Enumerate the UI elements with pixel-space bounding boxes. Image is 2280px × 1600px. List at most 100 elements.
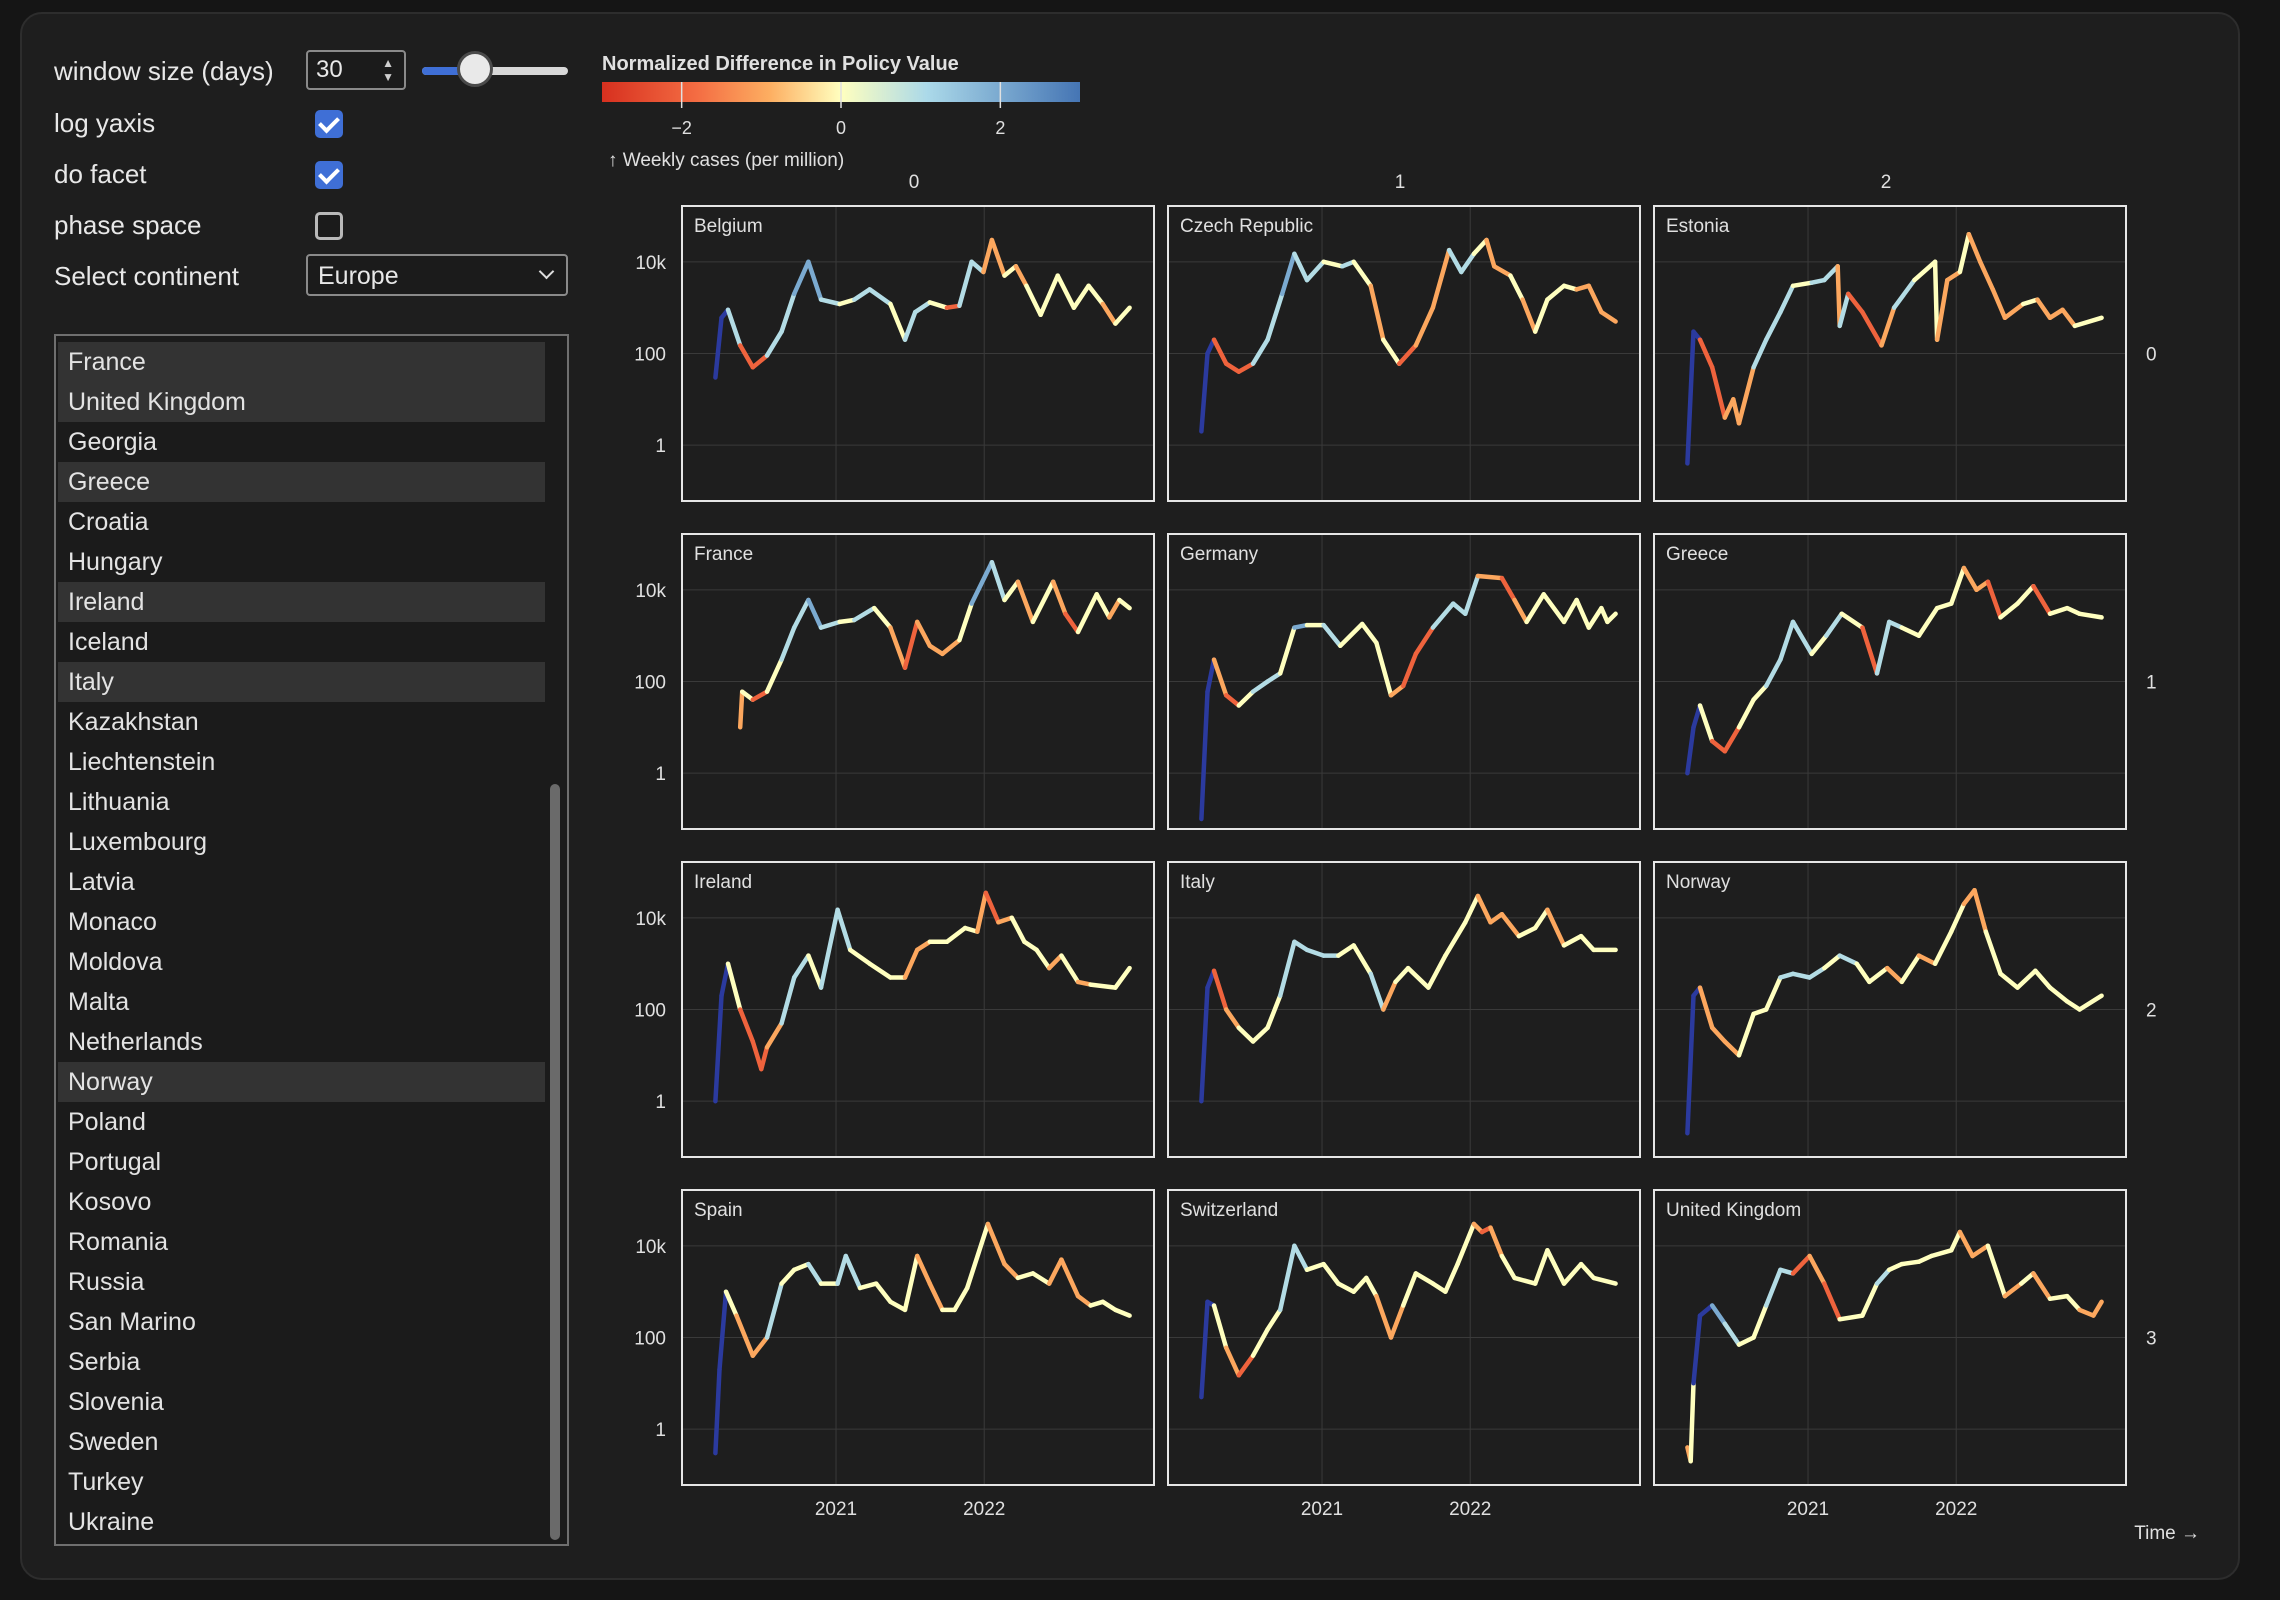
series-segment bbox=[1751, 1303, 1769, 1340]
series-segment bbox=[1013, 264, 1029, 289]
series-segment bbox=[1998, 971, 2020, 990]
list-item[interactable]: Hungary bbox=[68, 548, 163, 576]
log-yaxis-checkbox[interactable] bbox=[315, 110, 343, 138]
log-yaxis-label: log yaxis bbox=[54, 108, 156, 138]
series-segment bbox=[1722, 1039, 1742, 1058]
list-item[interactable]: Moldova bbox=[68, 948, 163, 976]
series-segment bbox=[1359, 621, 1379, 646]
facet-frame bbox=[1653, 205, 2127, 502]
series-segment bbox=[1388, 683, 1406, 698]
series-segment bbox=[1879, 305, 1897, 348]
series-segment bbox=[737, 689, 745, 730]
list-item[interactable]: Croatia bbox=[68, 508, 149, 536]
facet-frame bbox=[1653, 861, 2127, 1158]
y-tick-label: 100 bbox=[634, 1001, 666, 1022]
list-item[interactable]: Ireland bbox=[58, 582, 545, 622]
list-item[interactable]: Slovenia bbox=[68, 1388, 164, 1416]
list-item[interactable]: Luxembourg bbox=[68, 828, 207, 856]
series-segment bbox=[2018, 1271, 2036, 1286]
list-item[interactable]: Greece bbox=[58, 462, 545, 502]
series-segment bbox=[2015, 968, 2038, 990]
facet-title: France bbox=[694, 544, 753, 565]
list-item[interactable]: Lithuania bbox=[68, 788, 170, 816]
series-segment bbox=[1977, 259, 1996, 292]
legend-tick-label: 2 bbox=[995, 118, 1005, 138]
series-segment bbox=[1059, 1257, 1081, 1299]
series-segment bbox=[1338, 621, 1365, 649]
series-segment bbox=[1685, 993, 1696, 1136]
series-segment bbox=[1405, 965, 1431, 990]
list-item[interactable]: Portugal bbox=[68, 1148, 162, 1176]
series-segment bbox=[1381, 337, 1402, 366]
series-segment bbox=[914, 1253, 933, 1286]
series-segment bbox=[1351, 259, 1373, 289]
series-segment bbox=[1561, 1261, 1584, 1286]
list-item[interactable]: Monaco bbox=[68, 908, 157, 936]
list-item[interactable]: United Kingdom bbox=[58, 382, 545, 422]
country-listbox[interactable]: Ukraine Turkey Sweden Slovenia Serbia San Mar… bbox=[54, 334, 569, 1546]
list-item[interactable]: Turkey bbox=[68, 1468, 144, 1496]
series-segment bbox=[1586, 605, 1604, 630]
list-item[interactable]: Romania bbox=[68, 1228, 169, 1256]
list-item[interactable]: Russia bbox=[68, 1268, 145, 1296]
list-item[interactable]: Kosovo bbox=[68, 1188, 152, 1216]
series-segment bbox=[1250, 1327, 1270, 1358]
listbox-scrollbar-thumb[interactable] bbox=[550, 784, 560, 1540]
phase-space-checkbox[interactable] bbox=[315, 212, 343, 240]
series-segment bbox=[927, 1281, 945, 1313]
series-segment bbox=[717, 1289, 729, 1372]
series-segment bbox=[1279, 251, 1297, 297]
series-segment bbox=[1475, 893, 1493, 925]
list-item[interactable]: Malta bbox=[68, 988, 130, 1016]
series-segment bbox=[1030, 1271, 1052, 1286]
facet-column-label: 1 bbox=[1395, 172, 1406, 193]
series-segment bbox=[764, 1021, 784, 1050]
series-segment bbox=[1688, 1381, 1696, 1464]
series-segment bbox=[902, 309, 918, 342]
list-item[interactable]: Poland bbox=[68, 1108, 146, 1136]
list-item[interactable]: Sweden bbox=[68, 1428, 159, 1456]
series-segment bbox=[713, 1367, 722, 1456]
window-size-slider[interactable] bbox=[422, 51, 568, 87]
series-segment bbox=[1471, 237, 1489, 257]
series-segment bbox=[1839, 611, 1865, 630]
series-segment bbox=[1199, 689, 1210, 822]
series-segment bbox=[1790, 971, 1812, 980]
list-item[interactable]: Kazakhstan bbox=[68, 708, 199, 736]
series-segment bbox=[1508, 273, 1525, 302]
do-facet-checkbox[interactable] bbox=[315, 161, 343, 189]
list-item[interactable]: Ukraine bbox=[68, 1508, 155, 1536]
list-item[interactable]: Georgia bbox=[68, 428, 157, 456]
list-item[interactable]: Netherlands bbox=[68, 1028, 203, 1056]
list-item[interactable]: France bbox=[58, 342, 545, 382]
series-segment bbox=[1751, 683, 1769, 702]
slider-thumb[interactable] bbox=[456, 51, 493, 87]
series-segment bbox=[944, 925, 968, 945]
series-segment bbox=[1957, 231, 1972, 275]
series-segment bbox=[2002, 1281, 2024, 1299]
list-item[interactable]: Italy bbox=[58, 662, 545, 702]
list-item[interactable]: San Marino bbox=[68, 1308, 196, 1336]
select-continent-label: Select continent bbox=[54, 261, 240, 291]
facet-frame bbox=[681, 205, 1155, 502]
series-segment bbox=[1024, 283, 1043, 318]
facet-column-label: 2 bbox=[1881, 172, 1892, 193]
series-segment bbox=[2033, 968, 2053, 990]
list-item[interactable]: Latvia bbox=[68, 868, 135, 896]
series-segment bbox=[764, 1281, 784, 1340]
list-item[interactable]: Serbia bbox=[68, 1348, 141, 1376]
series-segment bbox=[1117, 597, 1132, 611]
series-segment bbox=[1899, 625, 1922, 638]
window-size-input[interactable]: 30 ▲ ▼ bbox=[306, 50, 406, 90]
series-segment bbox=[806, 1261, 824, 1286]
series-segment bbox=[1807, 965, 1827, 980]
list-item[interactable]: Iceland bbox=[68, 628, 149, 656]
list-item[interactable]: Norway bbox=[58, 1062, 545, 1102]
series-segment bbox=[1236, 1025, 1256, 1044]
list-item[interactable]: Liechtenstein bbox=[68, 748, 216, 776]
series-segment bbox=[737, 343, 756, 370]
series-segment bbox=[1824, 611, 1844, 638]
spinner-arrows-icon[interactable]: ▲ ▼ bbox=[382, 56, 394, 84]
continent-select[interactable]: Europe bbox=[306, 254, 568, 296]
series-segment bbox=[1223, 693, 1242, 708]
